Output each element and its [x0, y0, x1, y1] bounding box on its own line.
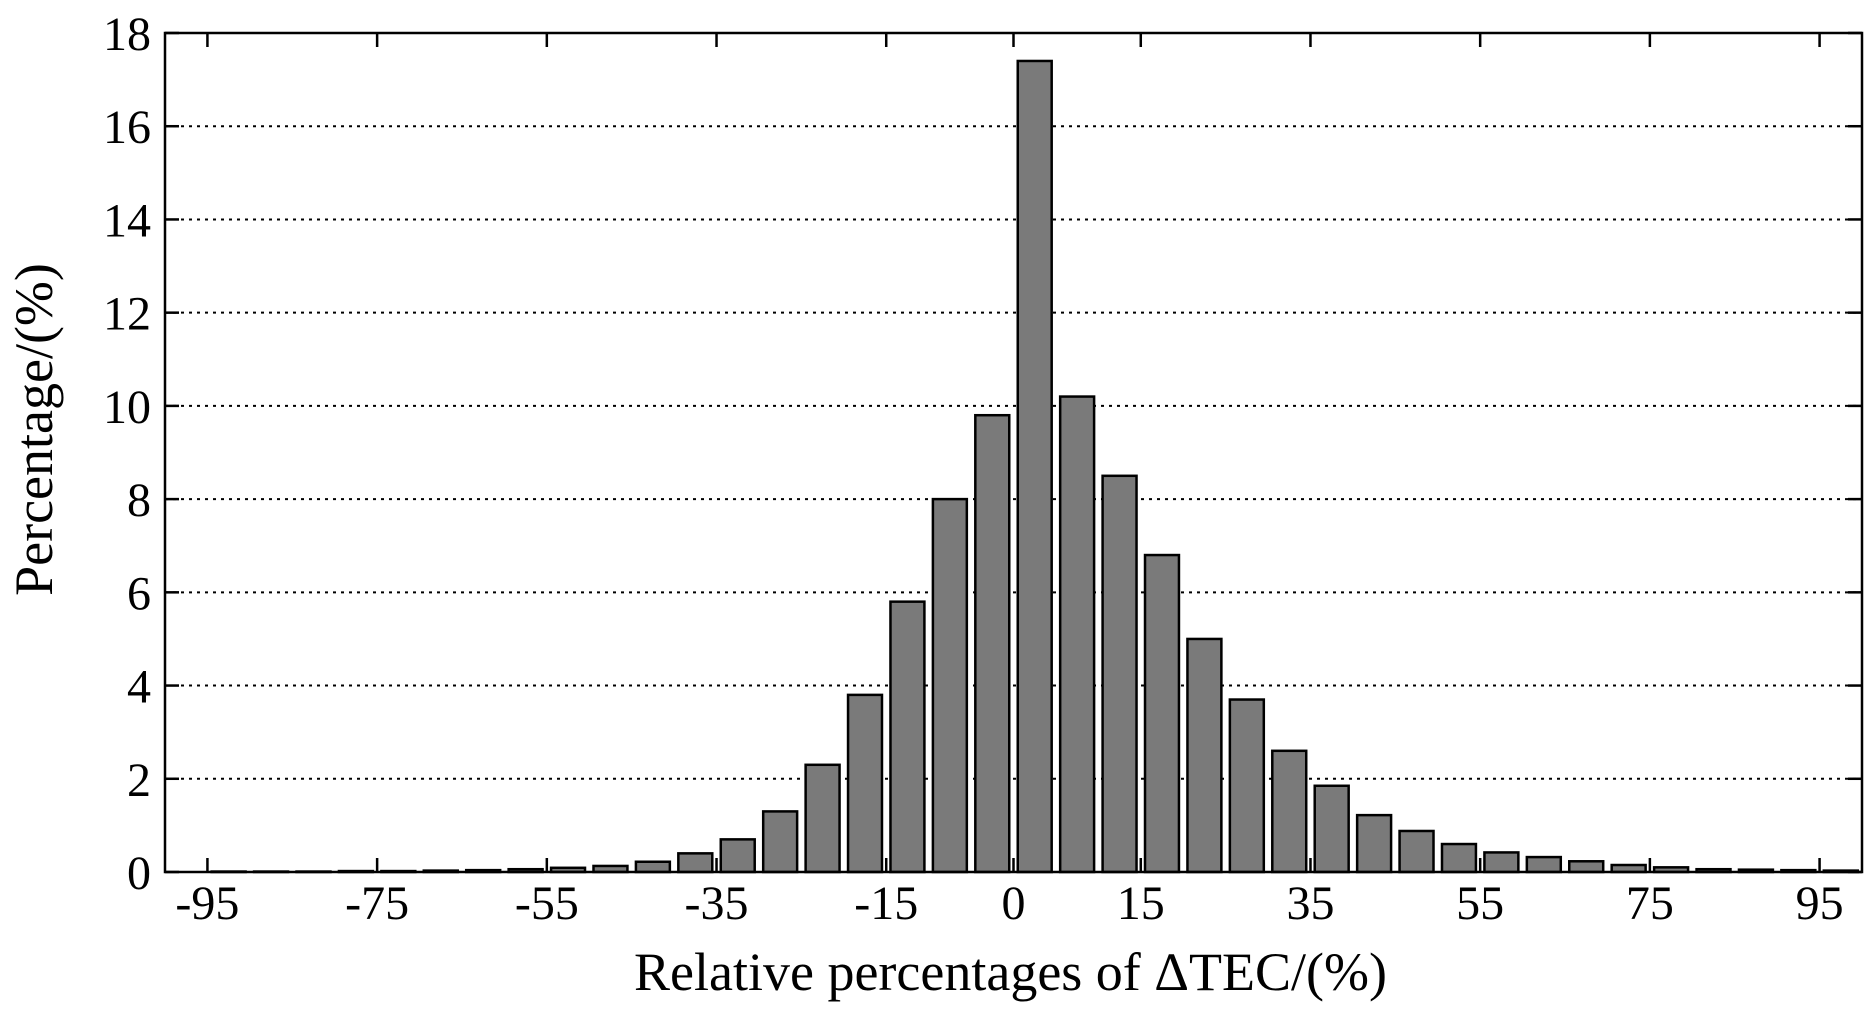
y-tick-label: 0: [127, 847, 151, 900]
x-tick-label: -55: [515, 877, 579, 930]
y-tick-label: 4: [127, 661, 151, 714]
histogram-bar: [1101, 474, 1138, 874]
histogram-bar: [931, 497, 969, 874]
histogram-bar: [1271, 749, 1308, 874]
x-tick-label: -95: [175, 877, 239, 930]
ticks: [165, 31, 1862, 874]
x-tick-label: -35: [685, 877, 749, 930]
histogram-bar: [1568, 860, 1605, 874]
histogram-bar: [1398, 829, 1435, 874]
y-tick-label: 18: [103, 8, 151, 61]
x-tick-label: 35: [1286, 877, 1334, 930]
histogram-bar: [1058, 395, 1096, 874]
x-tick-label: -75: [345, 877, 409, 930]
histogram-bar: [1440, 842, 1478, 874]
x-tick-label: -15: [854, 877, 918, 930]
y-tick-label: 10: [103, 381, 151, 434]
histogram-bar: [1016, 59, 1053, 874]
x-tick-label: 55: [1456, 877, 1504, 930]
x-tick-label: 15: [1117, 877, 1165, 930]
histogram-bar: [1525, 855, 1563, 874]
y-tick-label: 6: [127, 567, 151, 620]
x-tick-label: 0: [1002, 877, 1026, 930]
bars: [210, 59, 1860, 874]
y-tick-label: 14: [103, 194, 151, 247]
gridlines: [165, 125, 1862, 780]
histogram-bar: [1313, 784, 1350, 874]
histogram-bar: [804, 763, 841, 874]
histogram-bar: [634, 860, 672, 874]
histogram-bar: [761, 810, 799, 874]
x-tick-labels: -95 -75 -55 -35 -15 0 15 35 55 75 95: [175, 877, 1843, 930]
histogram-bar: [889, 600, 926, 874]
histogram-bar: [1186, 637, 1223, 874]
histogram-bar: [1355, 813, 1393, 874]
histogram-bar: [846, 693, 884, 874]
histogram-bar: [1143, 553, 1181, 874]
y-tick-label: 12: [103, 288, 151, 341]
y-tick-label: 8: [127, 474, 151, 527]
y-axis-label: Percentage/(%): [4, 263, 64, 596]
x-tick-label: 75: [1626, 877, 1674, 930]
x-axis-label: Relative percentages of ΔTEC/(%): [634, 942, 1387, 1002]
histogram-bar: [1228, 698, 1266, 874]
y-tick-label: 16: [103, 101, 151, 154]
y-tick-label: 2: [127, 754, 151, 807]
x-tick-label: 95: [1796, 877, 1844, 930]
histogram-bar: [1483, 851, 1520, 874]
histogram-bar: [974, 413, 1011, 874]
histogram-bar: [677, 852, 714, 874]
plot-frame: [163, 31, 1864, 874]
y-tick-labels: 0 2 4 6 8 10 12 14 16 18: [103, 8, 151, 900]
histogram-bar: [719, 838, 756, 874]
